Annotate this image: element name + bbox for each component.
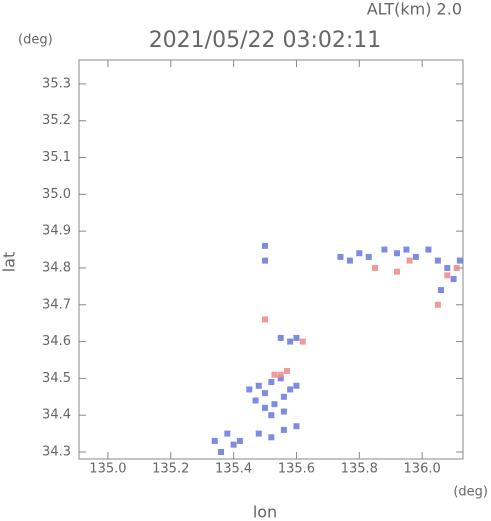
point: [287, 386, 294, 393]
point: [255, 430, 262, 437]
point: [262, 390, 269, 397]
point: [268, 434, 275, 441]
y-tick-label: 34.3: [42, 445, 71, 460]
point: [434, 301, 441, 308]
y-tick-label: 35.2: [42, 113, 71, 128]
point: [356, 250, 363, 257]
y-tick-label: 35.3: [42, 76, 71, 91]
point: [280, 408, 287, 415]
x-tick-label: 135.8: [341, 462, 378, 477]
y-tick-label: 35.1: [42, 150, 71, 165]
point: [268, 412, 275, 419]
point: [277, 371, 284, 378]
x-tick-label: 136.0: [404, 462, 441, 477]
point: [277, 375, 284, 382]
point: [224, 430, 231, 437]
y-tick-label: 35.0: [42, 187, 71, 202]
point: [453, 264, 460, 271]
point: [280, 426, 287, 433]
point: [211, 437, 218, 444]
chart-title: 2021/05/22 03:02:11: [149, 28, 382, 53]
point: [394, 250, 401, 257]
point: [271, 371, 278, 378]
x-tick-label: 135.4: [215, 462, 252, 477]
point: [262, 316, 269, 323]
point: [425, 246, 432, 253]
y-tick-label: 34.5: [42, 371, 71, 386]
point: [456, 257, 463, 264]
point: [346, 257, 353, 264]
point: [438, 287, 445, 294]
point: [406, 257, 413, 264]
point: [268, 379, 275, 386]
point: [277, 334, 284, 341]
point: [262, 242, 269, 249]
point: [381, 246, 388, 253]
x-tick-label: 135.6: [278, 462, 315, 477]
point: [236, 437, 243, 444]
point: [299, 338, 306, 345]
point: [434, 257, 441, 264]
point: [252, 397, 259, 404]
point: [450, 276, 457, 283]
point: [262, 257, 269, 264]
point: [337, 253, 344, 260]
point: [230, 441, 237, 448]
x-unit: (deg): [453, 485, 488, 500]
point: [280, 393, 287, 400]
point: [444, 272, 451, 279]
point: [218, 449, 225, 456]
point: [287, 338, 294, 345]
point: [255, 382, 262, 389]
y-tick-label: 34.8: [42, 260, 71, 275]
x-tick-label: 135.2: [152, 462, 189, 477]
altitude: ALT(km) 2.0: [367, 0, 462, 19]
y-tick-label: 34.9: [42, 224, 71, 239]
y-unit: (deg): [18, 33, 53, 48]
x-axis-label: lon: [253, 503, 277, 521]
y-tick-label: 34.4: [42, 408, 71, 423]
point: [444, 264, 451, 271]
point: [372, 264, 379, 271]
y-tick-label: 34.7: [42, 297, 71, 312]
point: [271, 401, 278, 408]
point: [293, 423, 300, 430]
point: [284, 368, 291, 375]
y-axis-label: lat: [0, 252, 19, 273]
point: [293, 382, 300, 389]
point: [262, 404, 269, 411]
point: [246, 386, 253, 393]
y-tick-label: 34.6: [42, 334, 71, 349]
x-tick-label: 135.0: [89, 462, 126, 477]
point: [403, 246, 410, 253]
plot-frame: [78, 59, 464, 460]
point: [293, 334, 300, 341]
point: [365, 253, 372, 260]
point: [412, 253, 419, 260]
point: [394, 268, 401, 275]
